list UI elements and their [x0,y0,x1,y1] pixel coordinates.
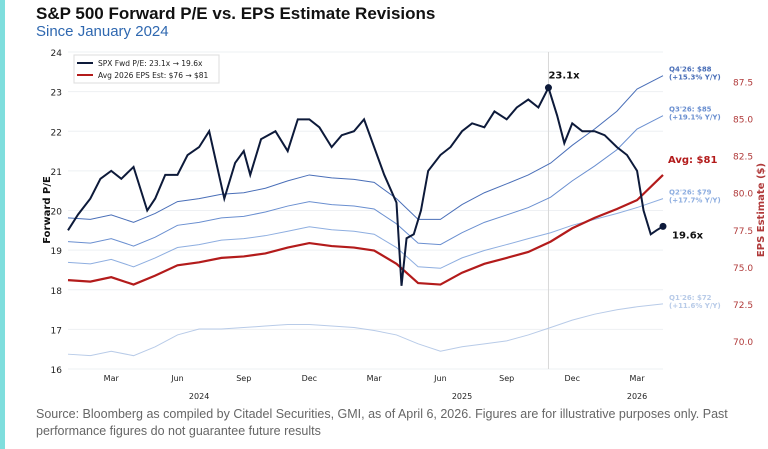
chart-subtitle: Since January 2024 [36,23,169,40]
x-tick-label: Mar [104,374,120,383]
peak-label: 23.1x [548,71,580,82]
series-label-q1: Q1'26: $72 [669,294,712,302]
y2-tick-label: 82.5 [733,153,753,163]
y2-tick-label: 77.5 [733,227,753,237]
y-axis-label: Forward P/E [42,176,53,244]
current-marker [659,222,667,230]
y-tick-label: 20 [51,208,63,218]
y2-tick-label: 80.0 [733,190,753,200]
chart-title: S&P 500 Forward P/E vs. EPS Estimate Rev… [36,4,436,23]
source-note: Source: Bloomberg as compiled by Citadel… [36,407,728,438]
x-tick-label: Jun [433,374,447,383]
series-line-q2 [67,198,664,269]
year-label: 2025 [452,392,472,401]
series-label-q2: Q2'26: $79 [669,189,712,197]
year-label: 2026 [627,392,647,401]
y2-tick-label: 70.0 [733,338,753,348]
current-label: 19.6x [672,230,704,241]
series-line-q4 [67,75,664,223]
series-line-pe [67,85,664,286]
x-tick-label: Mar [367,374,383,383]
y2-tick-label: 85.0 [733,116,753,126]
series-line-q1 [67,303,664,357]
y-tick-label: 23 [51,89,62,99]
legend-label-avg: Avg 2026 EPS Est: $76 → $81 [98,71,209,80]
y2-tick-label: 75.0 [733,264,753,274]
x-tick-label: Dec [564,374,579,383]
y2-tick-label: 72.5 [733,301,753,311]
y-tick-label: 24 [51,49,63,59]
avg-label: Avg: $81 [668,155,717,166]
legend-label-pe: SPX Fwd P/E: 23.1x → 19.6x [98,59,203,68]
y2-tick-label: 87.5 [733,79,753,89]
y-tick-label: 19 [51,247,63,257]
peak-marker [544,84,552,92]
y-tick-label: 18 [51,287,63,297]
legend-box [73,54,220,84]
series-sublabel-q1: (+11.6% Y/Y) [669,302,721,310]
y-tick-label: 21 [51,168,62,178]
y-tick-label: 17 [51,326,62,336]
y-tick-label: 16 [51,366,63,376]
series-label-q3: Q3'26: $85 [669,106,712,114]
series-line-q3 [67,115,664,247]
x-tick-label: Dec [302,374,317,383]
x-tick-label: Jun [170,374,184,383]
year-label: 2024 [189,392,209,401]
series-line-avg [67,174,664,286]
x-tick-label: Mar [630,374,646,383]
series-sublabel-q2: (+17.7% Y/Y) [669,197,721,205]
series-sublabel-q4: (+15.3% Y/Y) [669,74,721,82]
x-tick-label: Sep [499,374,514,383]
accent-bar [0,0,5,449]
series-sublabel-q3: (+19.1% Y/Y) [669,114,721,122]
y2-axis-label: EPS Estimate ($) [756,163,767,257]
y-tick-label: 22 [51,128,62,138]
x-tick-label: Sep [236,374,251,383]
series-label-q4: Q4'26: $88 [669,66,712,74]
